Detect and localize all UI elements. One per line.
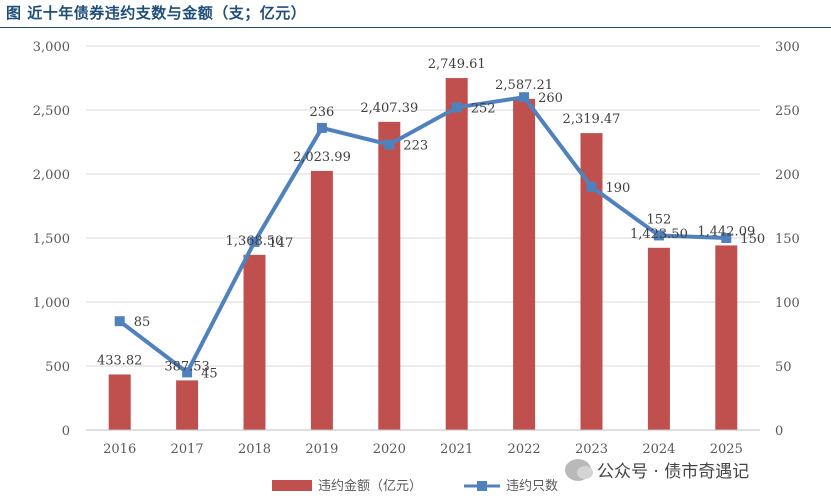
x-tick-label: 2017 [171,442,204,457]
bar [176,380,199,430]
line-series [114,92,732,378]
line-marker [519,92,530,103]
bar-value-label: 2,023.99 [293,150,351,165]
line-value-label: 252 [471,101,496,116]
line-marker [721,233,732,243]
x-tick-label: 2019 [305,442,338,457]
axes: 0 500 1,000 1,500 2,000 2,500 3,000 0 50 100 150 20… [33,40,800,457]
line-value-label: 152 [646,212,671,227]
y-right-tick-label: 300 [775,40,800,55]
y-left-tick-label: 3,000 [33,40,70,55]
y-right-tick-label: 50 [775,360,792,375]
y-right-tick-label: 250 [775,104,800,119]
line-value-label: 223 [403,139,428,154]
line-marker [182,367,193,378]
legend: 违约金额（亿元） 违约只数 [272,478,558,494]
bar-value-label: 1,442.09 [697,224,755,239]
x-tick-label: 2025 [710,442,743,457]
line-value-label: 45 [201,366,218,381]
bar [513,98,536,430]
bar-value-label: 2,587.21 [495,78,553,93]
line-value-label: 236 [309,105,334,120]
y-left-tick-label: 2,000 [33,168,70,183]
x-tick-label: 2024 [642,442,675,457]
legend-bar-label: 违约金额（亿元） [318,478,422,494]
bar-value-label: 2,319.47 [563,112,621,127]
bar [310,170,333,431]
line-marker [451,102,462,113]
line-marker [316,122,327,133]
line-marker [249,236,260,247]
series-line [118,95,727,375]
x-tick-label: 2018 [238,442,271,457]
legend-line-label: 违约只数 [506,479,558,494]
watermark: 公众号 · 债市奇遇记 [565,457,749,482]
y-left-tick-label: 500 [45,360,70,375]
line-marker [114,316,125,327]
x-tick-label: 2021 [440,442,473,457]
bar-value-label: 433.82 [97,353,143,368]
data-labels: 433.82 387.53 1,368.50 2,023.99 2,407.39 2,74… [97,57,765,381]
watermark-text: 公众号 · 债市奇遇记 [597,462,750,482]
bar [243,254,266,430]
line-value-label: 147 [269,236,294,251]
line-value-label: 150 [740,232,765,247]
y-right-tick-label: 100 [775,296,800,311]
bar [580,133,603,430]
line-marker [384,139,395,150]
bar-value-label: 1,423.50 [630,227,688,242]
y-right-tick-label: 200 [775,168,800,183]
line-value-label: 85 [134,315,151,330]
bar-value-label: 2,407.39 [360,101,418,116]
line-value-label: 260 [538,91,563,106]
bar-value-label: 1,368.50 [226,234,284,249]
y-left-tick-label: 1,500 [33,232,70,247]
chart-title: 图 近十年债券违约支数与金额（支；亿元） [6,4,307,22]
bar [445,78,468,430]
line-marker [586,181,597,192]
legend-line-marker [477,481,487,491]
line-marker [653,230,664,241]
bar [378,121,401,431]
y-left-tick-label: 2,500 [33,104,70,119]
x-tick-label: 2016 [103,442,136,457]
legend-bar-swatch [272,480,312,491]
y-right-tick-label: 150 [775,232,800,247]
wechat-icon [565,458,593,481]
bar-value-label: 2,749.61 [428,57,486,72]
bar-value-label: 387.53 [164,359,210,374]
x-tick-label: 2020 [373,442,406,457]
bar-series [108,78,738,431]
title-rule [0,27,831,28]
bar [647,247,670,430]
bar [108,374,131,430]
x-tick-label: 2023 [575,442,608,457]
line-value-label: 190 [606,181,631,196]
x-tick-label: 2022 [508,442,541,457]
y-right-tick-label: 0 [775,424,783,439]
y-left-tick-label: 0 [62,424,70,439]
bar [715,245,738,430]
y-left-tick-label: 1,000 [33,296,70,311]
